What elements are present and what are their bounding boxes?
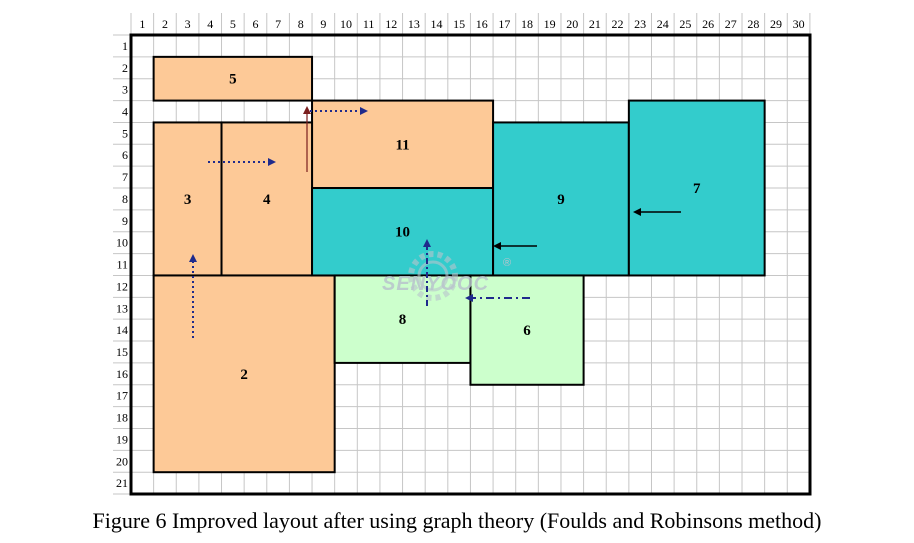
block-8-area bbox=[333, 274, 472, 364]
column-label: 1 bbox=[139, 17, 145, 31]
flow-arrows bbox=[189, 106, 681, 338]
row-label: 13 bbox=[116, 301, 128, 315]
row-label: 2 bbox=[122, 61, 128, 75]
column-label: 28 bbox=[747, 17, 759, 31]
block-7-area bbox=[627, 99, 766, 277]
row-label: 8 bbox=[122, 192, 128, 206]
block-11: 11 bbox=[311, 99, 495, 190]
block-6: 6 bbox=[469, 274, 585, 386]
block-3-label: 3 bbox=[184, 192, 192, 208]
plant-boundary bbox=[129, 33, 812, 496]
row-label: 10 bbox=[116, 236, 128, 250]
column-label: 4 bbox=[207, 17, 213, 31]
column-label: 11 bbox=[363, 17, 375, 31]
block-10-label: 10 bbox=[395, 225, 410, 241]
row-label: 11 bbox=[116, 258, 128, 272]
block-7-label: 7 bbox=[693, 181, 701, 197]
block-11-label: 11 bbox=[395, 137, 409, 153]
block-5-area bbox=[152, 55, 314, 102]
column-label: 22 bbox=[612, 17, 624, 31]
row-label: 1 bbox=[122, 39, 128, 53]
column-label: 18 bbox=[521, 17, 533, 31]
watermark-registered-mark: ® bbox=[503, 257, 511, 269]
block-10-area bbox=[311, 187, 495, 277]
row-label: 9 bbox=[122, 214, 128, 228]
block-3-area bbox=[152, 121, 223, 277]
column-label: 9 bbox=[320, 17, 326, 31]
watermark-text: SENYOOC bbox=[382, 273, 489, 295]
block-6-label: 6 bbox=[523, 323, 531, 339]
row-label: 16 bbox=[116, 367, 128, 381]
column-label: 5 bbox=[230, 17, 236, 31]
row-label: 17 bbox=[116, 389, 128, 403]
row-label: 19 bbox=[116, 432, 128, 446]
column-label: 3 bbox=[185, 17, 191, 31]
block-5-label: 5 bbox=[229, 72, 237, 88]
row-label: 6 bbox=[122, 148, 128, 162]
block-4-label: 4 bbox=[263, 192, 271, 208]
column-label: 25 bbox=[679, 17, 691, 31]
block-4-area bbox=[220, 121, 314, 277]
row-label: 7 bbox=[122, 170, 128, 184]
column-label: 30 bbox=[793, 17, 805, 31]
block-9: 9 bbox=[492, 121, 630, 277]
block-6-area bbox=[469, 274, 585, 386]
block-9-label: 9 bbox=[557, 192, 565, 208]
block-2-area bbox=[152, 274, 336, 474]
row-label: 3 bbox=[122, 83, 128, 97]
column-label: 2 bbox=[162, 17, 168, 31]
figure-caption: Figure 6 Improved layout after using gra… bbox=[92, 508, 822, 533]
row-label: 18 bbox=[116, 411, 128, 425]
column-label: 29 bbox=[770, 17, 782, 31]
block-2-label: 2 bbox=[240, 367, 248, 383]
block-8: 8 bbox=[333, 274, 472, 364]
column-label: 23 bbox=[634, 17, 646, 31]
row-label: 5 bbox=[122, 126, 128, 140]
column-label: 12 bbox=[385, 17, 397, 31]
column-label: 15 bbox=[453, 17, 465, 31]
block-4: 4 bbox=[220, 121, 314, 277]
column-label: 27 bbox=[725, 17, 737, 31]
column-label: 14 bbox=[431, 17, 443, 31]
row-label: 20 bbox=[116, 454, 128, 468]
gear-logo-icon bbox=[408, 251, 458, 301]
layout-diagram: 1 2 3 4 5 6 7 8 9 10 11 12 13 14 15 16 17 18 19 20 21 22 23 24 2… bbox=[113, 13, 812, 496]
block-8-label: 8 bbox=[399, 312, 407, 328]
block-7: 7 bbox=[627, 99, 766, 277]
department-blocks: 5 11 3 4 2 10 9 7 8 6 bbox=[152, 55, 766, 474]
row-label: 12 bbox=[116, 279, 128, 293]
column-label: 24 bbox=[657, 17, 669, 31]
row-label: 4 bbox=[122, 105, 128, 119]
column-label: 21 bbox=[589, 17, 601, 31]
row-label: 21 bbox=[116, 476, 128, 490]
watermark: SENYOOC ® bbox=[382, 251, 511, 301]
block-3: 3 bbox=[152, 121, 223, 277]
column-label: 16 bbox=[476, 17, 488, 31]
column-label: 20 bbox=[566, 17, 578, 31]
column-label: 6 bbox=[252, 17, 258, 31]
column-label: 10 bbox=[340, 17, 352, 31]
row-label: 14 bbox=[116, 323, 128, 337]
block-2: 2 bbox=[152, 274, 336, 474]
column-label: 26 bbox=[702, 17, 714, 31]
column-label: 7 bbox=[275, 17, 281, 31]
column-label: 19 bbox=[544, 17, 556, 31]
row-label: 15 bbox=[116, 345, 128, 359]
column-label: 8 bbox=[298, 17, 304, 31]
column-labels: 1 2 3 4 5 6 7 8 9 10 11 12 13 14 15 16 17 18 19 20 21 22 23 24 2… bbox=[139, 17, 804, 31]
block-9-area bbox=[492, 121, 630, 277]
block-5: 5 bbox=[152, 55, 314, 102]
column-label: 17 bbox=[498, 17, 510, 31]
column-label: 13 bbox=[408, 17, 420, 31]
block-10: 10 bbox=[311, 187, 495, 277]
